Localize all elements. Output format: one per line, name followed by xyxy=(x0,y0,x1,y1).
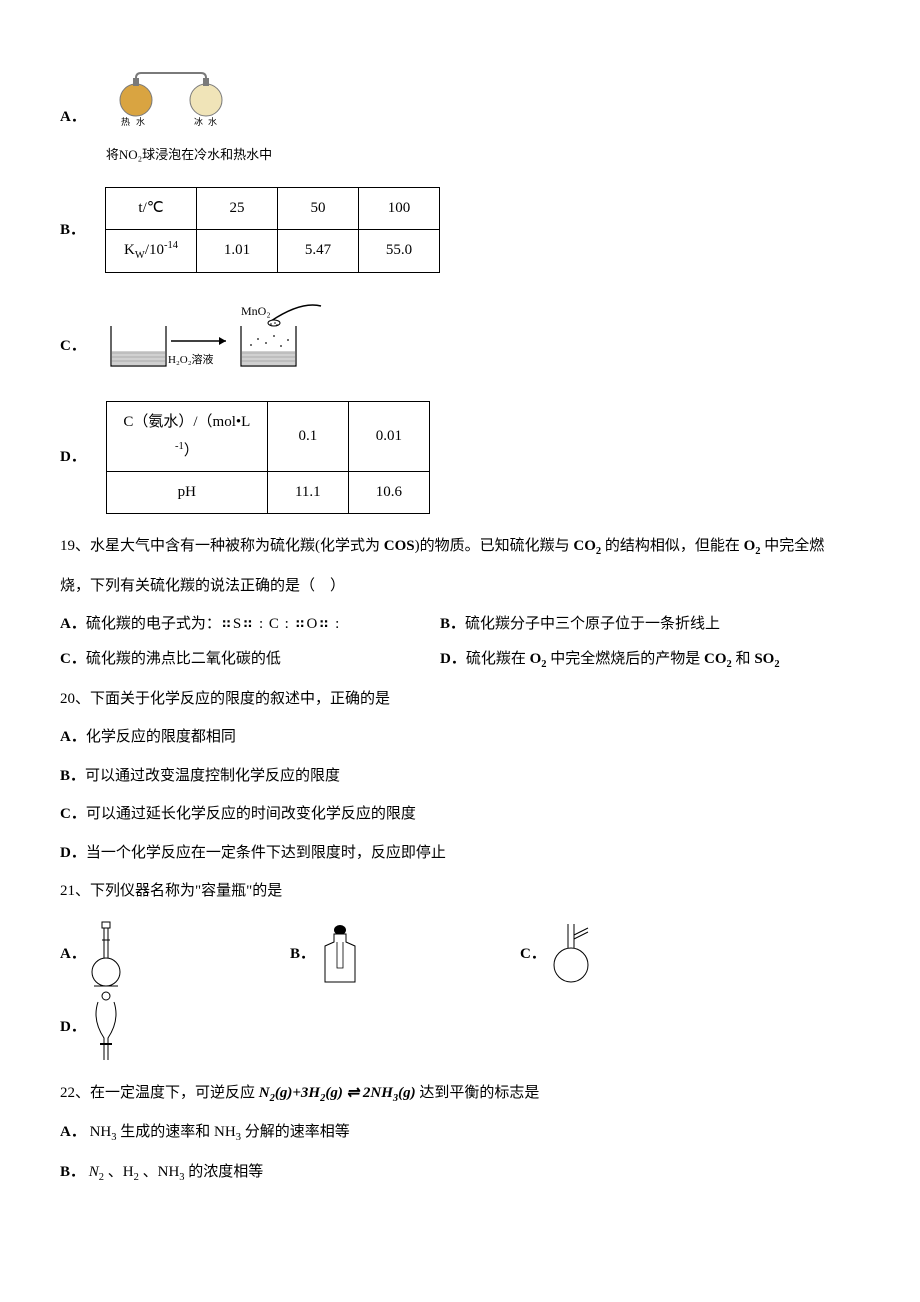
q19-options-row1: A． 硫化羰的电子式为： ⠶S⠶ : C : ⠶O⠶ : B． 硫化羰分子中三个… xyxy=(60,610,860,639)
q20-a: A．化学反应的限度都相同 xyxy=(60,723,860,752)
lewis-structure: ⠶S⠶ : C : ⠶O⠶ : xyxy=(221,610,340,639)
option-d-table: C（氨水）/（mol•L-1） 0.1 0.01 pH 11.1 10.6 xyxy=(106,401,430,514)
option-c: C． H₂O₂溶液 MnO₂ xyxy=(60,301,860,392)
svg-text:H₂O₂溶液: H₂O₂溶液 xyxy=(168,352,214,366)
q22-a: A． NH3 生成的速率和 NH3 分解的速率相等 xyxy=(60,1118,860,1148)
q22-a-text: NH3 生成的速率和 NH3 分解的速率相等 xyxy=(90,1124,350,1140)
tbl-cell: 10.6 xyxy=(348,472,429,514)
q20-stem: 20、下面关于化学反应的限度的叙述中，正确的是 xyxy=(60,685,860,714)
volumetric-flask-icon xyxy=(86,920,126,990)
q19-c-label: C． xyxy=(60,645,86,674)
option-d-letter: D． xyxy=(60,443,86,472)
q22-stem: 22、在一定温度下，可逆反应 N2(g)+3H2(g) ⇌ 2NH3(g) 达到… xyxy=(60,1079,860,1109)
q20-num: 20、 xyxy=(60,691,90,707)
q19-a-text: 硫化羰的电子式为： xyxy=(86,610,221,639)
q19-stem-b: 烧，下列有关硫化羰的说法正确的是（ ） xyxy=(60,572,860,601)
option-a-figure: 热 水 冰 水 将NO₂球浸泡在冷水和热水中 xyxy=(106,68,272,167)
q21-b-label: B． xyxy=(290,940,315,969)
tbl-cell: pH xyxy=(106,472,267,514)
q20-c: C．可以通过延长化学反应的时间改变化学反应的限度 xyxy=(60,800,860,829)
svg-text:冰: 冰 xyxy=(194,116,203,127)
tbl-cell: KW/10-14 xyxy=(106,229,197,272)
q19-b-text: 硫化羰分子中三个原子位于一条折线上 xyxy=(465,610,720,639)
q21-text: 下列仪器名称为"容量瓶"的是 xyxy=(90,883,282,899)
q20-a-label: A． xyxy=(60,729,86,745)
q20-a-text: 化学反应的限度都相同 xyxy=(86,729,236,745)
separating-funnel-icon xyxy=(86,990,126,1065)
tbl-cell: 11.1 xyxy=(267,472,348,514)
q20-b-label: B． xyxy=(60,768,85,784)
q21-b: B． xyxy=(290,920,440,990)
option-d: D． C（氨水）/（mol•L-1） 0.1 0.01 pH 11.1 10.6 xyxy=(60,401,860,514)
tbl-cell: 25 xyxy=(197,188,278,230)
q19-b-label: B． xyxy=(440,610,465,639)
q20-c-label: C． xyxy=(60,806,86,822)
q20-text: 下面关于化学反应的限度的叙述中，正确的是 xyxy=(90,691,390,707)
svg-text:MnO₂: MnO₂ xyxy=(241,304,271,318)
tbl-cell: 5.47 xyxy=(278,229,359,272)
q21-a-label: A． xyxy=(60,940,86,969)
option-c-figure: H₂O₂溶液 MnO₂ xyxy=(106,301,326,392)
q20-b: B．可以通过改变温度控制化学反应的限度 xyxy=(60,762,860,791)
tbl-cell: 1.01 xyxy=(197,229,278,272)
q20-d-label: D． xyxy=(60,845,86,861)
q22-b-label: B． xyxy=(60,1164,85,1180)
q19-text-a: 水星大气中含有一种被称为硫化羰(化学式为 COS)的物质。已知硫化羰与 CO2 … xyxy=(90,538,824,554)
option-b: B． t/℃ 25 50 100 KW/10-14 1.01 5.47 55.0 xyxy=(60,187,860,272)
q20-d-text: 当一个化学反应在一定条件下达到限度时，反应即停止 xyxy=(86,845,446,861)
option-c-letter: C． xyxy=(60,332,86,361)
q20-b-text: 可以通过改变温度控制化学反应的限度 xyxy=(85,768,340,784)
q21-a: A． xyxy=(60,920,210,990)
q22-text-b: 达到平衡的标志是 xyxy=(419,1085,539,1101)
option-a-caption: 将NO₂球浸泡在冷水和热水中 xyxy=(106,143,272,168)
tbl-cell: 100 xyxy=(359,188,440,230)
q21-d: D． xyxy=(60,990,210,1065)
q22-equation: N2(g)+3H2(g) ⇌ 2NH3(g) xyxy=(259,1085,416,1101)
q19-d-text: 硫化羰在 O2 中完全燃烧后的产物是 CO2 和 SO2 xyxy=(466,645,780,675)
q21-options: A． B． C． D． xyxy=(60,920,860,1065)
q19-a: A． 硫化羰的电子式为： ⠶S⠶ : C : ⠶O⠶ : xyxy=(60,610,400,639)
reagent-bottle-icon xyxy=(315,920,365,990)
svg-text:水: 水 xyxy=(136,116,145,127)
tbl-cell: t/℃ xyxy=(106,188,197,230)
q19-c: C． 硫化羰的沸点比二氧化碳的低 xyxy=(60,645,400,675)
q19-d-label: D． xyxy=(440,645,466,674)
option-a-letter: A． xyxy=(60,103,86,132)
q22-num: 22、 xyxy=(60,1085,90,1101)
q22-b: B． N2 、H2 、NH3 的浓度相等 xyxy=(60,1158,860,1188)
q20-d: D．当一个化学反应在一定条件下达到限度时，反应即停止 xyxy=(60,839,860,868)
q19-d: D． 硫化羰在 O2 中完全燃烧后的产物是 CO2 和 SO2 xyxy=(440,645,780,675)
q19-options-row2: C． 硫化羰的沸点比二氧化碳的低 D． 硫化羰在 O2 中完全燃烧后的产物是 C… xyxy=(60,645,860,675)
q21-c: C． xyxy=(520,920,670,990)
q19-num: 19、 xyxy=(60,538,90,554)
tbl-cell: 0.1 xyxy=(267,402,348,472)
q19-b: B． 硫化羰分子中三个原子位于一条折线上 xyxy=(440,610,720,639)
tbl-cell: 0.01 xyxy=(348,402,429,472)
q22-text-a: 在一定温度下，可逆反应 xyxy=(90,1085,255,1101)
q22-b-text: N2 、H2 、NH3 的浓度相等 xyxy=(89,1164,264,1180)
svg-text:热: 热 xyxy=(121,116,130,127)
q22-a-label: A． xyxy=(60,1124,86,1140)
q21-num: 21、 xyxy=(60,883,90,899)
svg-text:水: 水 xyxy=(208,116,217,127)
q21-c-label: C． xyxy=(520,940,546,969)
q19-a-label: A． xyxy=(60,610,86,639)
option-a: A． 热 水 冰 水 将NO₂球浸泡在冷水和热水中 xyxy=(60,68,860,167)
option-b-letter: B． xyxy=(60,216,85,245)
distilling-flask-icon xyxy=(546,920,596,990)
option-b-table: t/℃ 25 50 100 KW/10-14 1.01 5.47 55.0 xyxy=(105,187,440,272)
q21-d-label: D． xyxy=(60,1013,86,1042)
tbl-cell: 50 xyxy=(278,188,359,230)
tbl-cell: C（氨水）/（mol•L-1） xyxy=(106,402,267,472)
q20-c-text: 可以通过延长化学反应的时间改变化学反应的限度 xyxy=(86,806,416,822)
q21-stem: 21、下列仪器名称为"容量瓶"的是 xyxy=(60,877,860,906)
tbl-cell: 55.0 xyxy=(359,229,440,272)
q19-stem-a: 19、水星大气中含有一种被称为硫化羰(化学式为 COS)的物质。已知硫化羰与 C… xyxy=(60,532,860,562)
q19-c-text: 硫化羰的沸点比二氧化碳的低 xyxy=(86,645,281,674)
